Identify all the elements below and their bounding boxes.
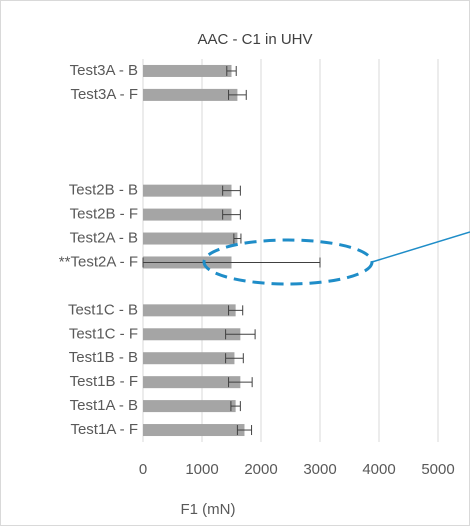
y-tick-label: Test2B - B bbox=[69, 182, 138, 199]
bar bbox=[143, 232, 238, 245]
bar bbox=[143, 352, 235, 365]
bar bbox=[143, 208, 232, 221]
x-tick-label: 5000 bbox=[421, 461, 454, 478]
error-bar bbox=[142, 257, 321, 268]
error-bar bbox=[228, 89, 247, 100]
bar bbox=[143, 64, 232, 77]
x-tick-label: 4000 bbox=[362, 461, 395, 478]
y-tick-label: Test3A - B bbox=[70, 62, 138, 79]
y-tick-label: Test1C - F bbox=[69, 325, 138, 342]
y-tick-label: Test2A - B bbox=[70, 230, 138, 247]
error-bar bbox=[228, 305, 244, 316]
y-tick-label: Test3A - F bbox=[70, 86, 138, 103]
error-bar bbox=[230, 401, 241, 412]
chart-title: AAC - C1 in UHV bbox=[197, 31, 312, 48]
bar bbox=[143, 184, 232, 197]
y-tick-label: **Test2A - F bbox=[59, 253, 138, 270]
error-bar bbox=[228, 377, 253, 388]
bar bbox=[143, 304, 236, 317]
error-bar bbox=[222, 209, 241, 220]
y-tick-label: Test1A - B bbox=[70, 397, 138, 414]
y-tick-label: Test2B - F bbox=[70, 206, 138, 223]
y-tick-label: Test1B - B bbox=[69, 349, 138, 366]
callout-line bbox=[371, 231, 470, 263]
x-tick-label: 2000 bbox=[244, 461, 277, 478]
marks bbox=[142, 64, 321, 437]
y-tick-label: Test1A - F bbox=[70, 421, 138, 438]
error-bar bbox=[222, 185, 241, 196]
y-tick-label: Test1C - B bbox=[68, 301, 138, 318]
x-tick-label: 3000 bbox=[303, 461, 336, 478]
error-bar bbox=[236, 425, 253, 436]
x-axis-label: F1 (mN) bbox=[181, 501, 236, 518]
x-tick-label: 0 bbox=[139, 461, 147, 478]
bar bbox=[143, 328, 241, 341]
error-bar bbox=[225, 329, 256, 340]
error-bar bbox=[225, 353, 244, 364]
y-tick-label: Test1B - F bbox=[70, 373, 138, 390]
bar bbox=[143, 424, 245, 437]
bar bbox=[143, 88, 238, 101]
error-bar bbox=[233, 233, 242, 244]
bar bbox=[143, 400, 236, 413]
error-bar bbox=[226, 65, 237, 76]
bar bbox=[143, 376, 241, 389]
x-tick-label: 1000 bbox=[185, 461, 218, 478]
